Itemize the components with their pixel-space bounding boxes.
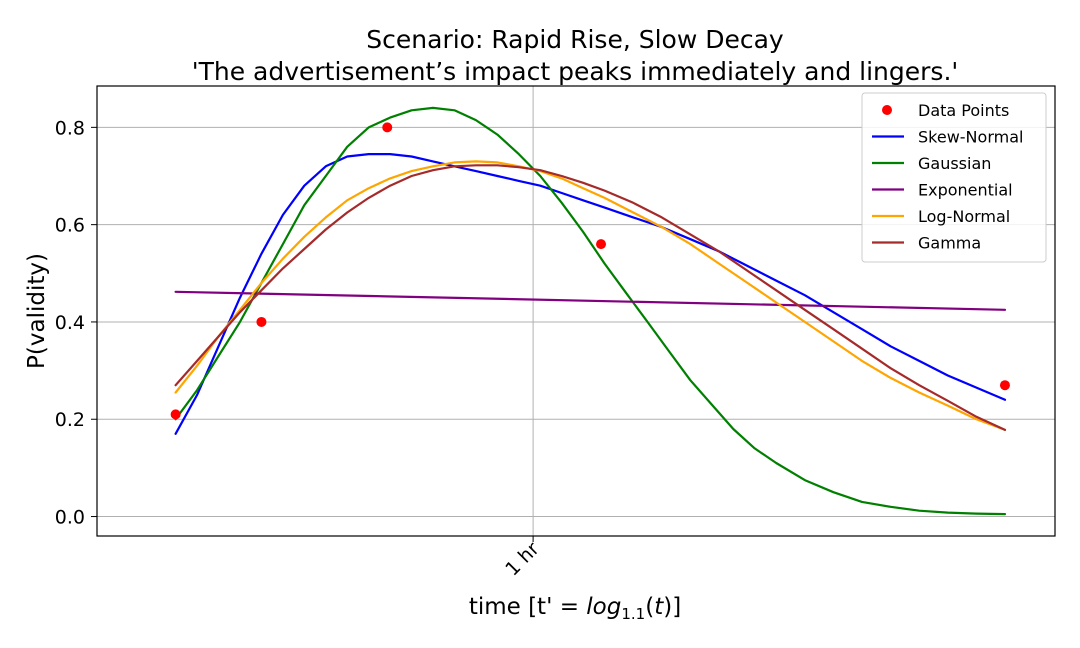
x-tick-label-0: 1 hr [501,538,544,581]
y-axis-label: P(validity) [24,253,50,369]
x-axis-label-suffix: )] [663,594,681,620]
series-line-gaussian [174,106,1007,516]
legend-box [861,92,1047,263]
series-line-exponential [174,290,1007,311]
x-axis-label-func: log [586,594,621,620]
series-lines [174,106,1007,516]
data-point-4 [999,380,1010,391]
y-tick-label-2: 0.4 [55,312,85,334]
y-tick-label-1: 0.2 [55,409,85,431]
y-axis-ticks: 0.0 0.2 0.4 0.6 0.8 [55,117,97,529]
data-point-3 [596,239,607,250]
x-axis-label: time [t' = log1.1(t)] [469,594,681,623]
y-tick-label-3: 0.6 [55,215,85,237]
x-axis-label-arg-open: ( [645,594,654,620]
plot-area-frame [96,85,1056,537]
legend-label-gaussian: Gaussian [918,154,991,173]
x-axis-ticks: 1 hr [501,536,544,580]
legend-label-gamma: Gamma [918,234,981,253]
y-tick-label-4: 0.8 [55,117,85,139]
x-axis-label-prefix: time [t' = [469,594,586,620]
x-axis-label-arg: t [654,594,664,620]
data-point-1 [256,316,267,327]
data-point-0 [170,409,181,420]
chart-subtitle: 'The advertisement’s impact peaks immedi… [192,57,959,86]
series-line-gamma [174,164,1007,431]
legend-label-data-points: Data Points [918,101,1009,120]
chart-title: Scenario: Rapid Rise, Slow Decay [366,25,784,54]
data-point-2 [382,122,393,133]
data-points [170,122,1010,420]
legend-label-exponential: Exponential [918,181,1013,200]
series-line-skew-normal [174,153,1007,435]
legend-label-skew-normal: Skew-Normal [918,128,1023,147]
legend: Data Points Skew-Normal Gaussian Exponentia… [861,92,1047,263]
legend-label-log-normal: Log-Normal [918,207,1010,226]
legend-marker-data-points [882,105,892,115]
x-axis-label-sub: 1.1 [621,605,645,623]
y-tick-label-0: 0.0 [55,507,85,529]
